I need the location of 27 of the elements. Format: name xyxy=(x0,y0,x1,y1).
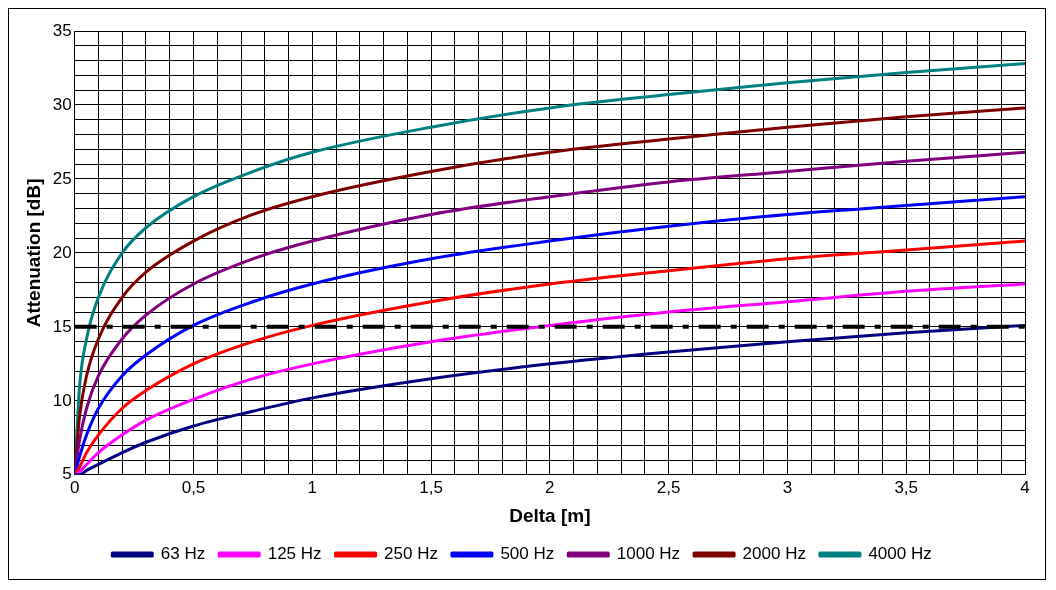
x-tick-label: 0,5 xyxy=(181,477,206,497)
x-tick-label: 3 xyxy=(782,477,793,497)
legend-label: 4000 Hz xyxy=(868,544,932,564)
y-tick-label: 30 xyxy=(52,94,72,114)
legend-label: 63 Hz xyxy=(160,544,206,564)
legend-label: 1000 Hz xyxy=(616,544,681,564)
line-series xyxy=(74,323,1025,475)
y-axis-title: Attenuation [dB] xyxy=(22,178,44,328)
legend-label: 500 Hz xyxy=(500,544,555,564)
legend-label: 125 Hz xyxy=(267,544,322,564)
x-axis-title: Delta [m] xyxy=(509,504,591,526)
y-tick-label: 20 xyxy=(52,242,72,262)
x-tick-label: 1 xyxy=(307,477,318,497)
x-tick-label: 1,5 xyxy=(419,477,443,497)
y-tick-label: 25 xyxy=(52,168,72,188)
line-series xyxy=(74,239,1025,475)
x-tick-label: 2 xyxy=(545,477,555,497)
line-series xyxy=(74,282,1025,475)
legend-label: 250 Hz xyxy=(384,544,438,564)
y-tick-label: 10 xyxy=(52,390,72,410)
x-tick-label: 3,5 xyxy=(894,477,919,497)
x-tick-label: 4 xyxy=(1020,477,1030,497)
y-tick-label: 15 xyxy=(52,316,72,336)
legend-label: 2000 Hz xyxy=(742,544,806,564)
y-tick-label: 35 xyxy=(52,20,72,40)
y-tick-label: 5 xyxy=(62,464,72,484)
x-tick-label: 2,5 xyxy=(656,477,681,497)
